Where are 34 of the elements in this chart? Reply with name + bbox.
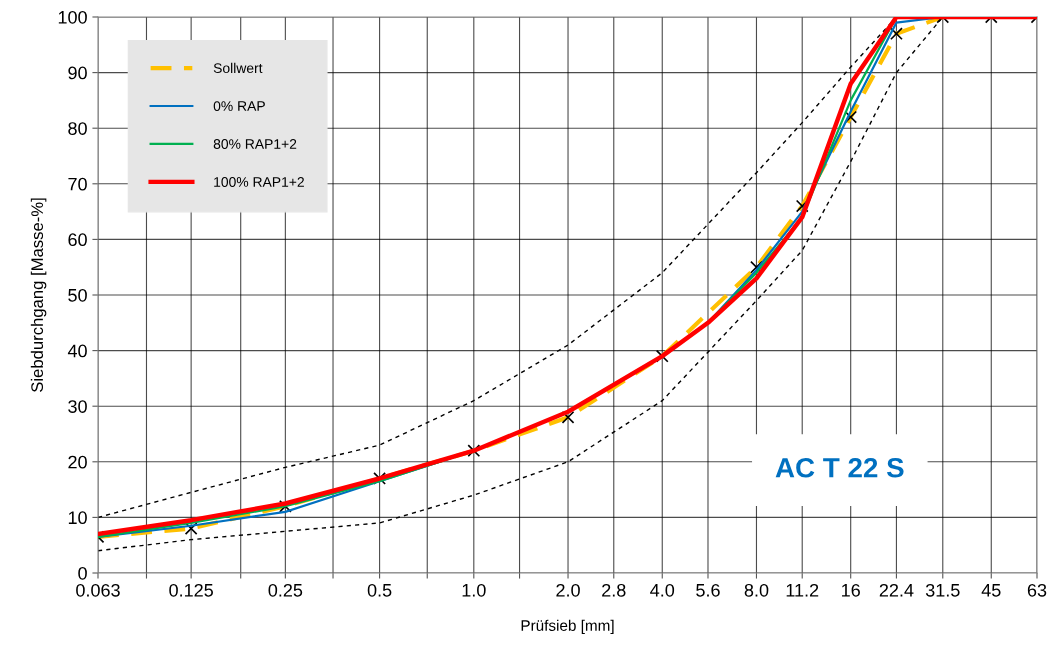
x-tick-label: 16 [842,583,860,597]
annotation: AC T 22 S [775,457,904,478]
x-axis-title: Prüfsieb [mm] [521,619,614,634]
y-tick-label: 90 [68,66,87,80]
y-tick-label: 80 [68,122,87,135]
y-tick-label: 70 [68,177,87,191]
x-tick-label: 2.8 [602,583,626,597]
x-tick-label: 0.125 [169,583,213,597]
x-tick-label: 0.063 [76,583,120,597]
x-tick-label: 11.2 [786,583,819,597]
y-tick-label: 30 [68,400,87,413]
x-tick-label: 5.6 [696,583,720,597]
x-tick-label: 31.5 [925,583,960,597]
y-tick-label: 50 [68,288,87,302]
y-tick-label: 60 [68,233,87,247]
y-axis-title: Siebdurchgang [Masse-%] [30,198,47,392]
y-tick-label: 10 [68,511,87,525]
x-tick-label: 22.4 [879,583,914,597]
x-tick-label: 2.0 [556,583,580,597]
x-tick-label: 63 [1027,583,1047,597]
x-tick-label: 4.0 [650,583,675,597]
legend-label: 80% RAP1+2 [213,139,297,149]
x-tick-label: 45 [981,584,1001,597]
legend-label: 100% RAP1+2 [214,177,304,187]
x-tick-label: 0.5 [367,583,392,597]
y-tick-label: 20 [68,455,87,469]
x-tick-label: 8.0 [744,583,769,597]
x-tick-label: 0.25 [268,583,303,597]
y-tick-label: 40 [67,344,87,358]
y-tick-label: 0 [78,566,87,580]
y-tick-label: 100 [58,10,87,24]
legend-label: Sollwert [213,62,263,74]
legend-label: 0% RAP [213,101,265,111]
x-tick-label: 1.0 [462,583,486,597]
